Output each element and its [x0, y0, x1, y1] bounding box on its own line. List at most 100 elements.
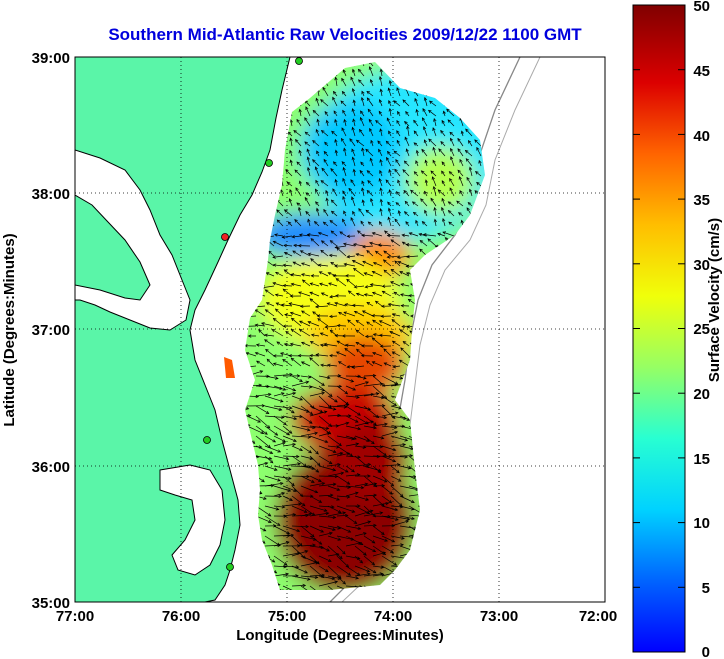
- velocity-arrow: [397, 111, 401, 117]
- velocity-arrow: [400, 347, 410, 357]
- velocity-arrow: [273, 442, 286, 447]
- velocity-arrow: [383, 259, 392, 267]
- velocity-arrow-head: [391, 313, 396, 317]
- velocity-arrow: [338, 311, 347, 317]
- velocity-arrow: [390, 415, 407, 420]
- velocity-arrow-head: [306, 156, 310, 161]
- velocity-arrow: [383, 269, 392, 277]
- velocity-arrow: [350, 179, 356, 187]
- velocity-arrow-head: [305, 210, 309, 215]
- velocity-arrow-head: [379, 221, 383, 225]
- velocity-arrow: [345, 344, 356, 347]
- velocity-arrow: [381, 545, 394, 553]
- velocity-arrow-head: [351, 509, 356, 513]
- velocity-arrow-head: [266, 425, 271, 429]
- velocity-arrow-head: [411, 516, 415, 521]
- velocity-arrow: [344, 348, 356, 357]
- velocity-arrow-head: [329, 393, 333, 397]
- velocity-arrow-head: [313, 537, 317, 541]
- velocity-arrow-head: [256, 360, 260, 364]
- velocity-arrow-head: [458, 175, 462, 180]
- velocity-arrow-head: [296, 528, 301, 533]
- velocity-arrow-head: [381, 290, 386, 294]
- velocity-arrow: [399, 485, 419, 491]
- velocity-arrow-head: [459, 190, 463, 194]
- velocity-arrow: [381, 464, 400, 467]
- velocity-arrow: [356, 293, 365, 297]
- velocity-arrow-head: [286, 181, 291, 186]
- velocity-arrow-head: [449, 131, 453, 136]
- velocity-arrow: [343, 148, 347, 157]
- velocity-arrow-head: [357, 230, 361, 234]
- velocity-arrow-head: [336, 487, 341, 491]
- velocity-arrow: [300, 375, 311, 378]
- velocity-arrow-head: [312, 159, 316, 163]
- velocity-arrow: [440, 130, 446, 137]
- velocity-arrow: [290, 160, 293, 167]
- velocity-arrow: [273, 264, 284, 267]
- velocity-arrow-head: [467, 201, 472, 206]
- velocity-arrow: [345, 585, 363, 588]
- velocity-arrow: [342, 110, 347, 117]
- velocity-arrow-head: [402, 443, 407, 447]
- velocity-arrow-head: [318, 499, 323, 503]
- velocity-arrow-head: [265, 348, 269, 353]
- velocity-arrow: [327, 302, 338, 307]
- velocity-arrow: [390, 405, 402, 409]
- velocity-arrow: [318, 385, 333, 397]
- velocity-arrow-head: [478, 159, 482, 164]
- velocity-arrow: [282, 534, 294, 537]
- colorbar-tick-label: 25: [693, 321, 710, 338]
- velocity-arrow-head: [254, 351, 259, 356]
- velocity-arrow-head: [278, 494, 283, 499]
- velocity-arrow-head: [344, 348, 348, 352]
- velocity-arrow: [256, 360, 266, 367]
- velocity-arrow-head: [315, 201, 319, 205]
- velocity-arrow-head: [330, 199, 335, 204]
- velocity-arrow: [354, 521, 371, 527]
- velocity-arrow-head: [332, 527, 336, 531]
- velocity-arrow-head: [402, 169, 406, 173]
- velocity-arrow: [372, 525, 385, 535]
- velocity-arrow-head: [332, 161, 337, 165]
- velocity-arrow: [282, 514, 296, 517]
- velocity-arrow-head: [325, 511, 330, 516]
- velocity-arrow: [273, 573, 289, 577]
- velocity-arrow-head: [386, 117, 390, 122]
- velocity-arrow-head: [336, 247, 340, 251]
- velocity-arrow-head: [374, 300, 379, 305]
- velocity-arrow: [386, 140, 392, 147]
- velocity-arrow: [276, 341, 284, 347]
- velocity-arrow: [350, 77, 356, 87]
- velocity-arrow: [372, 435, 384, 439]
- velocity-arrow-head: [330, 230, 335, 234]
- velocity-arrow-head: [359, 169, 363, 174]
- velocity-arrow-head: [342, 166, 346, 171]
- velocity-arrow: [264, 475, 281, 482]
- velocity-arrow: [255, 324, 266, 327]
- velocity-arrow: [437, 233, 446, 237]
- velocity-arrow-head: [299, 378, 303, 382]
- velocity-arrow: [433, 118, 437, 127]
- velocity-arrow-head: [352, 168, 356, 173]
- velocity-arrow-head: [370, 139, 374, 144]
- radar-station-marker: [295, 57, 303, 65]
- velocity-arrow: [319, 283, 329, 287]
- velocity-arrow-head: [355, 341, 360, 346]
- velocity-arrow-head: [397, 478, 402, 482]
- velocity-arrow-head: [355, 319, 360, 324]
- velocity-arrow: [343, 243, 356, 247]
- velocity-arrow: [318, 545, 330, 552]
- velocity-arrow-head: [441, 161, 445, 165]
- velocity-arrow: [258, 329, 266, 337]
- velocity-arrow: [264, 435, 276, 443]
- velocity-arrow: [380, 159, 383, 167]
- velocity-arrow: [300, 555, 317, 563]
- velocity-arrow-head: [290, 533, 295, 537]
- velocity-arrow: [363, 535, 375, 544]
- velocity-arrow: [321, 240, 329, 247]
- velocity-arrow-head: [427, 109, 432, 114]
- velocity-arrow: [273, 392, 285, 397]
- velocity-arrow-head: [367, 108, 371, 113]
- velocity-arrow: [380, 69, 383, 77]
